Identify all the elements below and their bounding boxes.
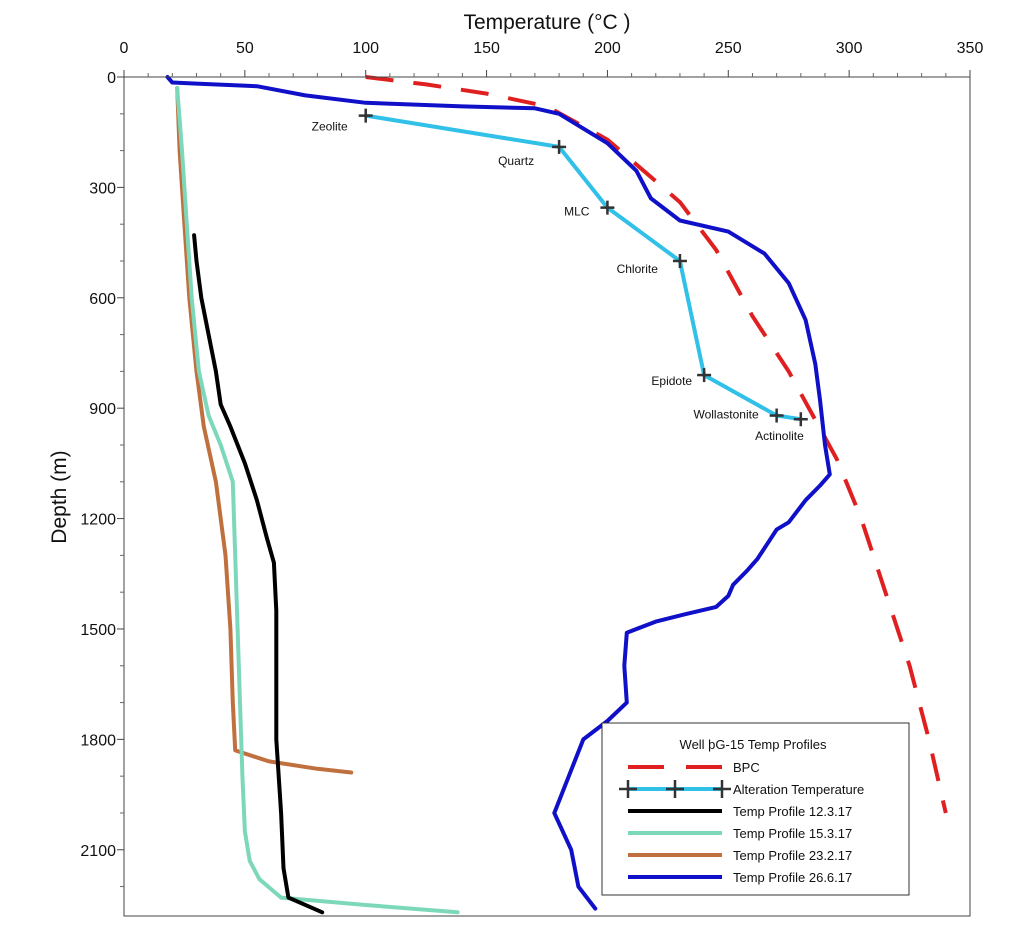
legend-label: Temp Profile 12.3.17 [733,804,852,819]
series-alteration-temperature: Zeolite Quartz MLC Chlorite Epidote Wollaston… [312,108,808,443]
legend: Well þG-15 Temp Profiles BPC Alteration Te… [601,722,910,896]
y-tick-label: 900 [89,401,116,418]
legend-item: Temp Profile 15.3.17 [628,826,852,841]
series-line [363,113,803,422]
series-temp-profile-15-3-17 [175,86,460,915]
y-axis-title: Depth (m) [48,450,71,543]
x-tick-label: 50 [236,40,254,57]
y-tick-label: 600 [89,291,116,308]
series-line [192,233,325,915]
legend-item: Temp Profile 12.3.17 [628,804,852,819]
series-temp-profile-23-2-17 [175,86,354,775]
y-tick-label: 1500 [80,622,116,639]
series-temp-profile-26-6-17 [165,75,832,911]
series-line [365,75,948,814]
series-line [175,86,354,775]
legend-item: BPC [628,760,760,775]
series-line [165,75,832,911]
annotation-label: Epidote [651,374,692,388]
y-tick-label: 1200 [80,512,116,529]
legend-label: Temp Profile 15.3.17 [733,826,852,841]
legend-title: Well þG-15 Temp Profiles [680,737,827,752]
series-layer: Zeolite Quartz MLC Chlorite Epidote Wollaston… [165,75,948,915]
plot-frame [123,76,971,917]
x-tick-label: 0 [120,40,129,57]
axis-layer: 0 50 100 150 200 250 300 350 0 300 600 900 1200 1500 1… [48,11,984,917]
annotation-label: Wollastonite [693,408,758,422]
y-tick-label: 0 [107,70,116,87]
legend-label: Temp Profile 26.6.17 [733,870,852,885]
x-tick-label: 150 [473,40,500,57]
y-tick-label: 2100 [80,843,116,860]
x-tick-label: 300 [836,40,863,57]
series-bpc [365,75,948,814]
y-tick-label: 300 [89,180,116,197]
y-tick-label: 1800 [80,732,116,749]
legend-label: Alteration Temperature [733,782,864,797]
legend-label: BPC [733,760,760,775]
x-axis-title: Temperature (°C ) [463,11,630,34]
x-tick-label: 250 [715,40,742,57]
legend-item: Temp Profile 26.6.17 [628,870,852,885]
legend-label: Temp Profile 23.2.17 [733,848,852,863]
x-tick-label: 350 [957,40,984,57]
legend-item: Alteration Temperature [619,780,864,798]
series-temp-profile-12-3-17 [192,233,325,915]
x-tick-label: 100 [352,40,379,57]
annotation-label: MLC [564,205,590,219]
series-line [175,86,460,915]
legend-item: Temp Profile 23.2.17 [628,848,852,863]
x-tick-label: 200 [594,40,621,57]
annotation-label: Actinolite [755,429,804,443]
annotation-label: Chlorite [617,262,659,276]
annotation-label: Zeolite [312,120,348,134]
annotation-label: Quartz [498,154,534,168]
